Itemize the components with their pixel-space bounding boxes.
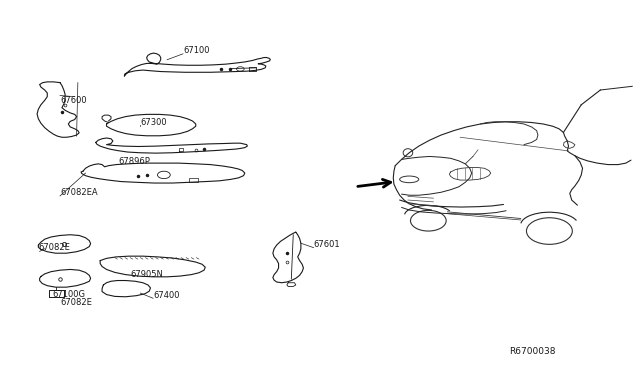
Text: 67082EA: 67082EA xyxy=(60,188,98,197)
Text: 67100G: 67100G xyxy=(52,290,85,299)
Text: 67896P: 67896P xyxy=(118,157,150,166)
Text: 67100: 67100 xyxy=(183,46,209,55)
Text: 67601: 67601 xyxy=(314,240,340,249)
Text: 67082E: 67082E xyxy=(38,243,70,253)
Text: R6700038: R6700038 xyxy=(509,347,556,356)
Text: 67400: 67400 xyxy=(153,291,180,300)
Text: 67300: 67300 xyxy=(140,118,167,127)
Text: 67600: 67600 xyxy=(60,96,86,105)
Text: 67082E: 67082E xyxy=(60,298,92,307)
Text: 67905N: 67905N xyxy=(130,270,163,279)
